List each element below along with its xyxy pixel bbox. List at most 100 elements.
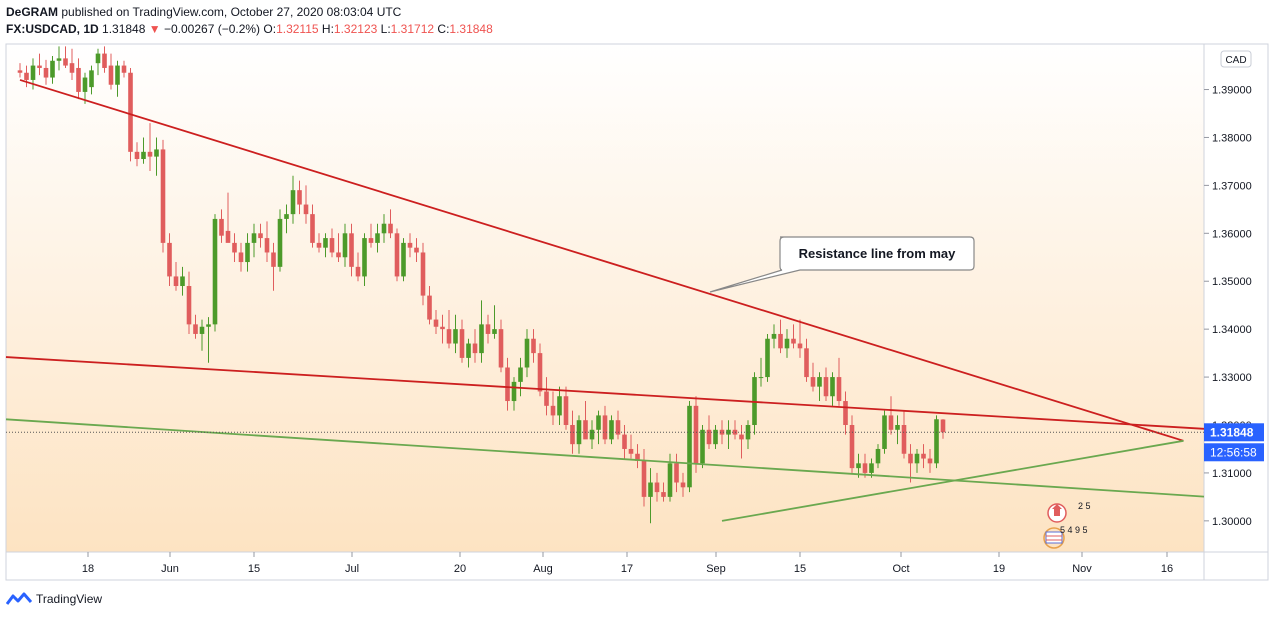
candle	[310, 204, 315, 248]
candle	[56, 46, 62, 71]
candle-body	[24, 72, 29, 80]
candle-body	[550, 405, 556, 416]
open-value: 1.32115	[276, 22, 319, 36]
corner-box	[1203, 551, 1269, 581]
price-axis[interactable]	[1203, 43, 1269, 553]
candle-body	[628, 448, 634, 454]
candle-body	[895, 425, 900, 430]
candle-body	[810, 377, 816, 387]
candle	[102, 46, 107, 73]
candle-body	[667, 463, 673, 497]
candle	[927, 448, 933, 473]
candle-body	[765, 338, 770, 378]
candle-body	[771, 333, 777, 339]
candle	[329, 228, 335, 258]
candle-body	[388, 223, 393, 234]
candle	[50, 55, 55, 84]
candle-body	[511, 381, 517, 402]
candle-body	[843, 401, 848, 425]
candle-body	[141, 151, 146, 160]
footer-brand[interactable]: TradingView	[6, 592, 102, 606]
candle	[238, 242, 244, 272]
candle-body	[758, 377, 764, 379]
candle	[258, 223, 263, 248]
candle-body	[459, 329, 465, 358]
candle-body	[479, 324, 484, 354]
candle-body	[310, 214, 315, 243]
callout-annotation[interactable]: Resistance line from may	[709, 236, 975, 293]
candle-body	[420, 252, 426, 296]
candle	[362, 233, 367, 287]
date-tick-label: 20	[454, 563, 466, 575]
candle	[271, 242, 276, 291]
candle	[609, 415, 614, 445]
candle	[687, 401, 692, 493]
candle-body	[355, 266, 361, 277]
date-tick-label: Jun	[161, 563, 179, 575]
candle-body	[76, 67, 81, 92]
candle-body	[212, 218, 218, 325]
candle	[524, 329, 530, 378]
close-label: C:	[437, 22, 450, 36]
ohlc-legend: FX:USDCAD, 1D 1.31848 ▼ −0.00267 (−0.2%)…	[6, 22, 493, 36]
price-tick-label: 1.37000	[1212, 180, 1252, 192]
candle-body	[615, 420, 621, 435]
candle	[388, 209, 393, 239]
candle	[901, 410, 907, 459]
candle-body	[901, 425, 907, 454]
candle	[427, 286, 432, 325]
candle	[485, 314, 491, 344]
candle-body	[433, 319, 439, 327]
candle-body	[927, 458, 933, 464]
candle-body	[37, 65, 42, 68]
candle	[446, 309, 452, 349]
price-tick-label: 1.39000	[1212, 85, 1252, 97]
candle	[394, 228, 400, 282]
usd-event-flag[interactable]: 5 4 9 5	[1043, 525, 1088, 549]
cad-event-flag[interactable]: 2 5	[1047, 501, 1091, 523]
candle	[232, 233, 237, 263]
candle-body	[206, 324, 211, 327]
candle	[602, 405, 608, 445]
price-tick-label: 1.31000	[1212, 468, 1252, 480]
candle-body	[622, 434, 627, 449]
candle-body	[401, 242, 406, 277]
candle	[635, 444, 640, 469]
candle	[453, 314, 458, 354]
candle	[882, 410, 887, 454]
candle-body	[453, 329, 458, 344]
candle	[37, 53, 42, 76]
low-value: 1.31712	[390, 22, 435, 36]
candle	[24, 65, 29, 88]
candle-body	[63, 58, 68, 66]
symbol-label[interactable]: FX:USDCAD, 1D	[6, 22, 99, 36]
currency-badge[interactable]: CAD	[1220, 50, 1252, 68]
trendline-2	[5, 356, 1205, 430]
candle-body	[342, 233, 348, 258]
candle-body	[284, 214, 289, 219]
candle-body	[297, 190, 302, 205]
candle	[739, 425, 744, 459]
author-name[interactable]: DeGRAM	[6, 5, 59, 19]
candle	[492, 305, 497, 339]
candle	[108, 53, 114, 90]
candle-body	[823, 377, 829, 397]
candle-body	[232, 242, 237, 253]
candle	[459, 319, 465, 363]
candle-body	[115, 65, 120, 85]
candle	[186, 271, 192, 334]
candle	[199, 319, 205, 351]
candle	[173, 262, 179, 291]
candle-body	[524, 338, 530, 368]
candle	[251, 223, 257, 258]
candle-body	[82, 77, 88, 92]
time-axis[interactable]	[5, 551, 1205, 581]
candle	[836, 357, 842, 406]
candle-body	[258, 233, 263, 239]
trendline-1	[19, 79, 1184, 442]
trendline-3	[5, 418, 1205, 498]
candle	[407, 233, 413, 258]
candle-body	[921, 453, 926, 459]
candle-body	[69, 63, 75, 73]
